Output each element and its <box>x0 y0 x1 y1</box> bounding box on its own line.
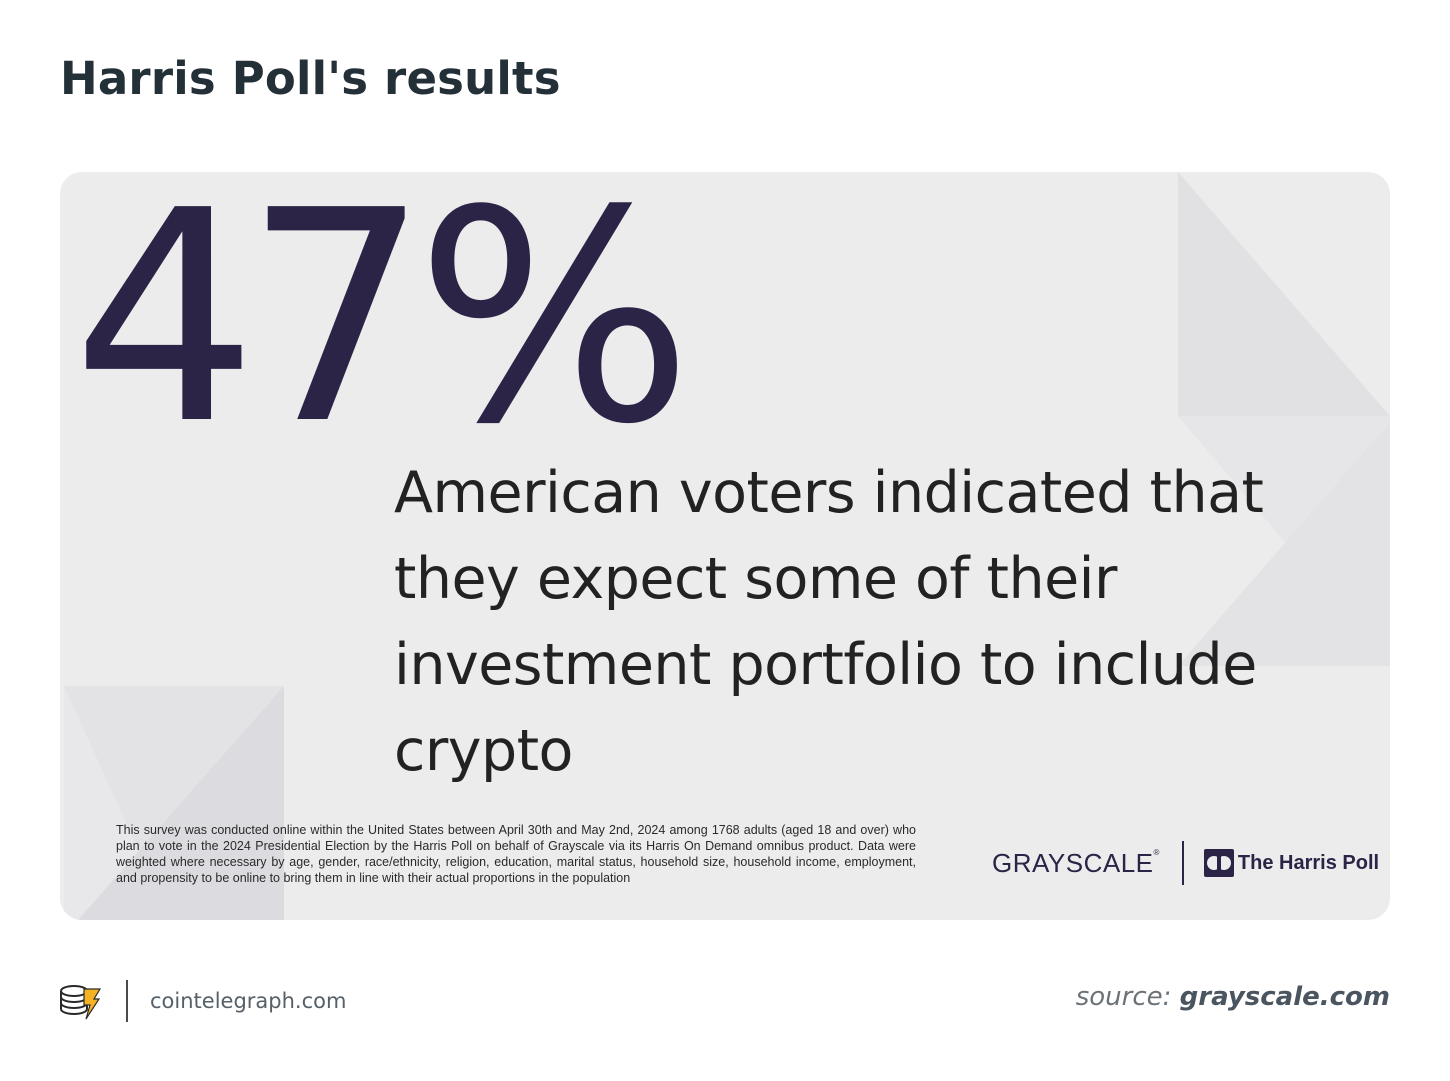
logo-divider <box>1181 841 1184 885</box>
source-credit: source: grayscale.com <box>1076 982 1390 1012</box>
grayscale-logo: GRAYSCALE® <box>992 847 1160 878</box>
headline-percentage: 47% <box>72 172 693 488</box>
source-domain: grayscale.com <box>1179 982 1390 1012</box>
harris-poll-mark-icon <box>1203 849 1234 877</box>
harris-poll-logo: The Harris Poll <box>1237 851 1380 874</box>
cointelegraph-brand: cointelegraph.com <box>58 980 346 1022</box>
partner-logos: GRAYSCALE® The Harris Poll <box>992 840 1379 886</box>
brand-domain: cointelegraph.com <box>150 989 347 1013</box>
brand-divider <box>126 980 128 1022</box>
headline-statement: American voters indicated that they expe… <box>394 460 1264 784</box>
background-triangles <box>64 172 1390 920</box>
cointelegraph-logo-icon <box>60 985 102 1020</box>
source-prefix: source: <box>1075 982 1172 1012</box>
poll-result-card: 47% American voters indicated that they … <box>60 172 1390 920</box>
survey-methodology-note: This survey was conducted online within … <box>116 823 916 885</box>
page-title: Harris Poll's results <box>60 52 561 105</box>
